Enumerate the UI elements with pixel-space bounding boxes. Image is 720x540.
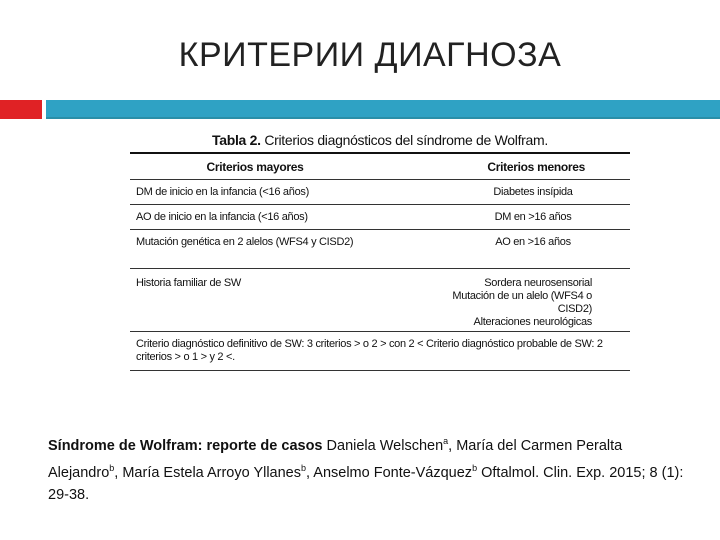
table-header: Criterios mayores Criterios menores xyxy=(130,154,630,179)
journal-reference: Oftalmol. Clin. Exp. 2015; 8 (1): 29-38. xyxy=(48,464,684,503)
table-row: AO de inicio en la infancia (<16 años) D… xyxy=(130,205,630,229)
cell-minor: Diabetes insípida xyxy=(493,186,573,198)
caption-label: Tabla 2. xyxy=(212,132,261,148)
divider xyxy=(130,370,630,371)
minor-item: Mutación de un alelo (WFS4 o CISD2) xyxy=(452,290,592,315)
divider xyxy=(130,268,630,269)
slide-title: КРИТЕРИИ ДИАГНОЗА xyxy=(178,36,562,74)
header-minor: Criterios menores xyxy=(487,159,585,174)
table-row: DM de inicio en la infancia (<16 años) D… xyxy=(130,180,630,204)
accent-bar-red xyxy=(0,100,42,119)
citation: Síndrome de Wolfram: reporte de casos Da… xyxy=(48,436,684,503)
citation-title: Síndrome de Wolfram: reporte de casos xyxy=(48,437,323,454)
cell-minor: DM en >16 años xyxy=(494,211,572,223)
table-footer: Criterio diagnóstico definitivo de SW: 3… xyxy=(136,338,603,363)
affiliation-mark: b xyxy=(301,462,307,473)
header-major: Criterios mayores xyxy=(206,159,304,174)
cell-minor: Sordera neurosensorial Mutación de un al… xyxy=(436,277,630,329)
table-row: Mutación genética en 2 alelos (WFS4 y CI… xyxy=(130,230,630,254)
affiliation-mark: b xyxy=(109,462,115,473)
caption-text: Criterios diagnósticos del síndrome de W… xyxy=(264,132,548,148)
minor-item: Sordera neurosensorial xyxy=(484,277,592,289)
cell-major: Mutación genética en 2 alelos (WFS4 y CI… xyxy=(136,236,354,248)
table-row: Historia familiar de SW Sordera neurosen… xyxy=(130,269,630,331)
author: María Estela Arroyo Yllanes xyxy=(122,464,301,481)
divider xyxy=(130,331,630,332)
divider xyxy=(130,204,630,205)
cell-major: DM de inicio en la infancia (<16 años) xyxy=(136,186,309,198)
author: María del Carmen Peralta Alejandro xyxy=(48,437,623,481)
affiliation-mark: b xyxy=(472,462,478,473)
author: Anselmo Fonte-Vázquez xyxy=(313,464,473,481)
divider xyxy=(130,179,630,180)
accent-bar-blue xyxy=(46,100,720,119)
criteria-table: Tabla 2. Criterios diagnósticos del sínd… xyxy=(130,132,630,371)
divider xyxy=(130,152,630,154)
cell-major: AO de inicio en la infancia (<16 años) xyxy=(136,211,308,223)
cell-minor: AO en >16 años xyxy=(495,236,571,248)
author: Daniela Welschen xyxy=(326,437,444,454)
divider xyxy=(130,229,630,230)
cell-major: Historia familiar de SW xyxy=(136,277,241,289)
table-caption: Tabla 2. Criterios diagnósticos del sínd… xyxy=(130,132,630,148)
affiliation-mark: a xyxy=(443,436,449,446)
minor-item: Alteraciones neurológicas xyxy=(473,316,593,328)
